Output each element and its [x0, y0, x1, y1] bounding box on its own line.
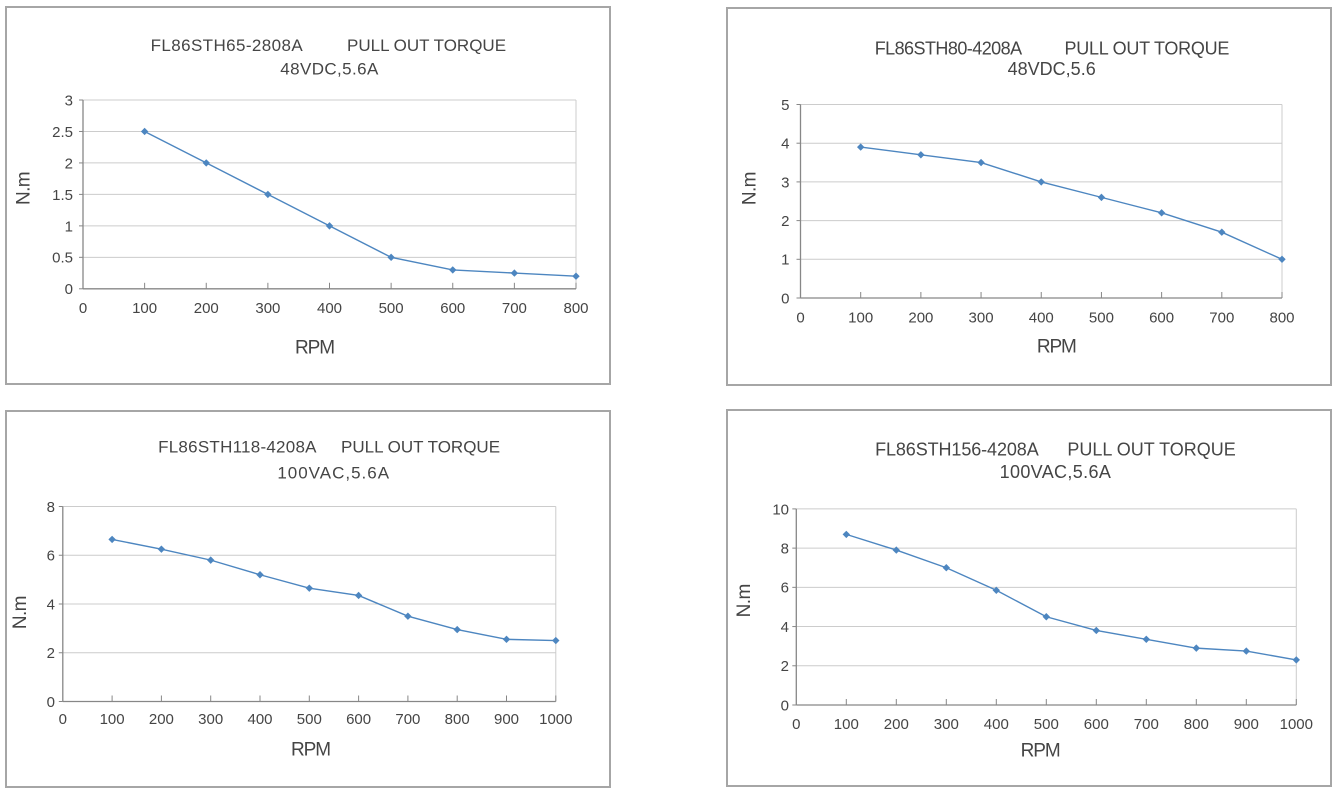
svg-text:0: 0 [781, 697, 789, 714]
svg-text:4: 4 [781, 136, 789, 153]
svg-text:600: 600 [1149, 310, 1174, 327]
svg-text:800: 800 [1184, 716, 1209, 733]
svg-text:200: 200 [884, 716, 909, 733]
svg-text:1: 1 [781, 252, 789, 269]
svg-text:400: 400 [317, 300, 342, 317]
svg-text:100: 100 [100, 711, 125, 728]
svg-text:3: 3 [65, 92, 73, 109]
svg-text:6: 6 [47, 548, 55, 565]
svg-text:400: 400 [1029, 310, 1054, 327]
svg-text:0: 0 [65, 281, 73, 298]
svg-text:PULL OUT TORQUE: PULL OUT TORQUE [1065, 39, 1230, 59]
svg-text:700: 700 [502, 300, 527, 317]
svg-text:PULL OUT TORQUE: PULL OUT TORQUE [341, 437, 500, 456]
svg-text:N.m: N.m [740, 172, 761, 205]
svg-text:4: 4 [47, 596, 55, 613]
svg-text:800: 800 [445, 711, 470, 728]
svg-text:100: 100 [132, 300, 157, 317]
svg-text:1.5: 1.5 [52, 187, 73, 204]
svg-text:2: 2 [781, 658, 789, 675]
svg-text:2: 2 [781, 213, 789, 230]
svg-text:2.5: 2.5 [52, 124, 73, 141]
svg-text:400: 400 [984, 716, 1009, 733]
svg-text:0: 0 [781, 290, 789, 307]
svg-text:300: 300 [255, 300, 280, 317]
svg-text:N.m: N.m [734, 584, 755, 617]
svg-text:PULL OUT TORQUE: PULL OUT TORQUE [347, 36, 506, 55]
svg-text:300: 300 [969, 310, 994, 327]
svg-text:100VAC,5.6A: 100VAC,5.6A [1000, 462, 1112, 482]
svg-text:700: 700 [1209, 310, 1234, 327]
svg-text:100VAC,5.6A: 100VAC,5.6A [277, 464, 390, 483]
svg-text:8: 8 [781, 541, 789, 558]
svg-text:1000: 1000 [539, 711, 572, 728]
svg-text:RPM: RPM [291, 739, 330, 760]
svg-text:RPM: RPM [295, 337, 334, 358]
svg-text:500: 500 [297, 711, 322, 728]
svg-text:48VDC,5.6A: 48VDC,5.6A [280, 60, 379, 79]
svg-text:5: 5 [781, 97, 789, 114]
svg-text:2: 2 [65, 155, 73, 172]
svg-text:0: 0 [79, 300, 87, 317]
svg-text:FL86STH65-2808A: FL86STH65-2808A [151, 36, 304, 55]
svg-text:500: 500 [1034, 716, 1059, 733]
svg-text:8: 8 [47, 499, 55, 516]
svg-text:700: 700 [395, 711, 420, 728]
svg-text:6: 6 [781, 580, 789, 597]
svg-text:48VDC,5.6: 48VDC,5.6 [1008, 59, 1096, 79]
svg-text:2: 2 [47, 645, 55, 662]
svg-text:200: 200 [908, 310, 933, 327]
svg-text:500: 500 [1089, 310, 1114, 327]
svg-text:N.m: N.m [10, 596, 31, 629]
svg-text:600: 600 [346, 711, 371, 728]
svg-text:RPM: RPM [1037, 337, 1076, 358]
svg-text:10: 10 [772, 501, 789, 518]
svg-text:1: 1 [65, 218, 73, 235]
svg-text:600: 600 [440, 300, 465, 317]
svg-text:400: 400 [247, 711, 272, 728]
svg-text:FL86STH80-4208A: FL86STH80-4208A [875, 39, 1022, 59]
svg-text:N.m: N.m [14, 172, 35, 205]
svg-text:3: 3 [781, 174, 789, 191]
svg-text:300: 300 [934, 716, 959, 733]
svg-text:500: 500 [379, 300, 404, 317]
svg-text:0: 0 [796, 310, 804, 327]
svg-text:RPM: RPM [1021, 740, 1060, 761]
svg-text:700: 700 [1134, 716, 1159, 733]
svg-text:4: 4 [781, 619, 789, 636]
svg-text:900: 900 [1234, 716, 1259, 733]
svg-text:0.5: 0.5 [52, 250, 73, 267]
svg-text:100: 100 [834, 716, 859, 733]
svg-text:0: 0 [47, 694, 55, 711]
svg-text:300: 300 [198, 711, 223, 728]
svg-text:0: 0 [59, 711, 67, 728]
svg-text:0: 0 [792, 716, 800, 733]
svg-text:600: 600 [1084, 716, 1109, 733]
svg-text:100: 100 [848, 310, 873, 327]
svg-text:800: 800 [563, 300, 588, 317]
svg-text:FL86STH156-4208A: FL86STH156-4208A [875, 440, 1039, 460]
svg-text:900: 900 [494, 711, 519, 728]
svg-text:200: 200 [149, 711, 174, 728]
svg-text:800: 800 [1269, 310, 1294, 327]
svg-text:1000: 1000 [1280, 716, 1313, 733]
svg-text:200: 200 [194, 300, 219, 317]
svg-text:FL86STH118-4208A: FL86STH118-4208A [158, 437, 317, 456]
svg-text:PULL OUT TORQUE: PULL OUT TORQUE [1067, 440, 1235, 460]
